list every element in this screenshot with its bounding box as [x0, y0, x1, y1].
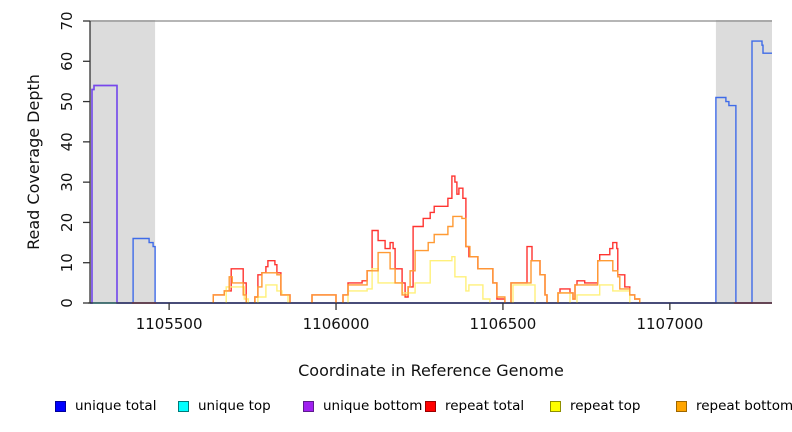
legend-item-unique-top: unique top	[178, 396, 271, 416]
series-repeat-bottom	[510, 260, 548, 303]
series-repeat-top	[347, 256, 491, 303]
legend-swatch-unique-bottom	[303, 400, 314, 412]
legend-label: unique top	[198, 398, 271, 414]
series-repeat-bottom	[342, 215, 506, 303]
series-repeat-top	[257, 284, 289, 303]
legend-label: repeat top	[570, 398, 641, 414]
legend-swatch-unique-total	[55, 400, 66, 412]
y-tick-label: 70	[58, 11, 76, 30]
legend-swatch-repeat-top	[550, 400, 561, 412]
series-repeat-bottom	[212, 276, 247, 303]
legend-label: repeat bottom	[696, 398, 792, 414]
highlight-regions	[90, 20, 772, 303]
x-tick-label: 1106500	[470, 315, 537, 333]
shaded-region-2	[715, 20, 772, 303]
chart-legend: unique total unique top unique bottom repea…	[0, 396, 792, 420]
x-axis-label: Coordinate in Reference Genome	[298, 361, 564, 380]
legend-label: repeat total	[445, 398, 525, 414]
y-tick-label: 50	[58, 92, 76, 111]
coverage-plot: 1105500 1106000 1106500 1107000 0 10 20 30 40 50 6…	[24, 11, 772, 380]
coverage-series	[90, 40, 772, 304]
y-axis-label: Read Coverage Depth	[24, 74, 43, 250]
x-tick-label: 1107000	[636, 315, 703, 333]
legend-label: unique bottom	[323, 398, 423, 414]
y-tick-label: 10	[58, 253, 76, 272]
series-unique-bottom	[90, 84, 772, 304]
series-repeat-bottom	[311, 294, 337, 303]
legend-item-repeat-total: repeat total	[425, 396, 524, 416]
series-repeat-bottom	[557, 260, 641, 303]
legend-swatch-repeat-bottom	[676, 400, 687, 412]
x-tick-label: 1105500	[136, 315, 203, 333]
legend-swatch-unique-top	[178, 400, 189, 412]
legend-item-repeat-top: repeat top	[550, 396, 640, 416]
legend-item-unique-total: unique total	[55, 396, 156, 416]
legend-label: unique total	[75, 398, 157, 414]
axes: 1105500 1106000 1106500 1107000 0 10 20 30 40 50 6…	[58, 11, 772, 333]
legend-item-repeat-bottom: repeat bottom	[676, 396, 792, 416]
y-tick-label: 40	[58, 132, 76, 151]
y-tick-label: 30	[58, 173, 76, 192]
series-unique-total	[90, 40, 772, 304]
x-tick-label: 1106000	[303, 315, 370, 333]
legend-swatch-repeat-total	[425, 400, 436, 412]
shaded-region-1	[90, 20, 156, 303]
series-repeat-total	[311, 294, 337, 303]
y-tick-label: 0	[58, 298, 76, 308]
series-repeat-top	[225, 286, 249, 303]
y-tick-label: 20	[58, 213, 76, 232]
series-repeat-bottom	[254, 272, 291, 303]
series-repeat-top	[576, 284, 631, 303]
series-repeat-top	[557, 292, 571, 303]
y-tick-label: 60	[58, 52, 76, 71]
legend-item-unique-bottom: unique bottom	[303, 396, 422, 416]
series-repeat-top	[512, 284, 536, 303]
